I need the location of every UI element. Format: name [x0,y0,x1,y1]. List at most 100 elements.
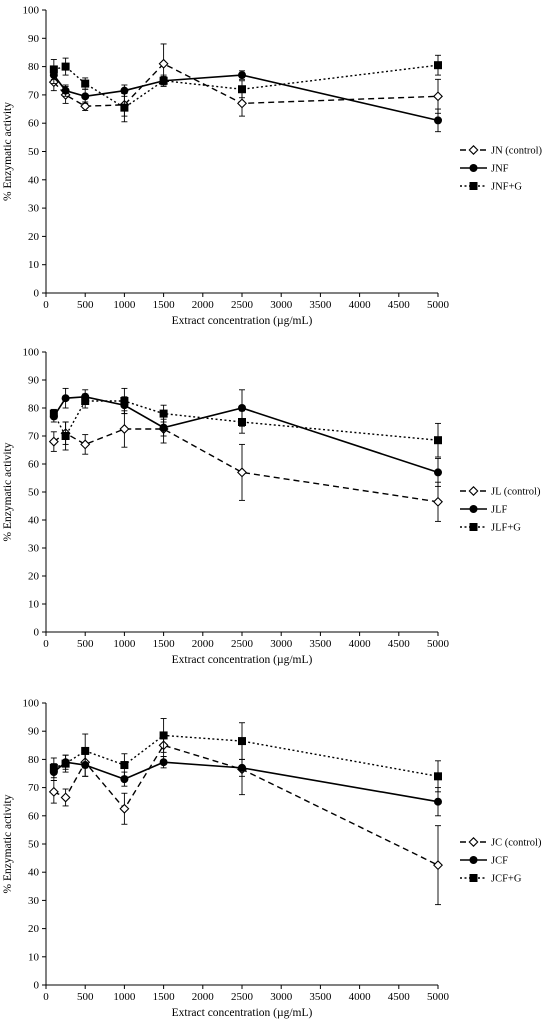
x-tick-label: 1000 [113,638,136,650]
x-tick-label: 3000 [270,299,293,311]
point-marker [119,803,130,814]
point-marker [81,92,90,101]
x-tick-label: 4000 [349,991,372,1003]
point-marker [237,467,247,478]
point-marker [433,860,443,871]
y-tick-label: 60 [28,118,40,130]
point-marker [81,79,90,88]
legend: JN (control) JNF JNF+G [460,145,543,193]
point-marker [434,116,442,125]
point-marker [159,758,168,767]
point-marker [120,103,129,112]
x-tick-label: 5000 [427,299,450,311]
legend-label: JC (control) [491,838,542,849]
y-tick-label: 20 [28,231,40,243]
series-line [53,428,439,503]
x-axis-label: Extract concentration (µg/mL) [172,1007,313,1019]
x-tick-label: 1500 [153,638,176,650]
x-tick-label: 2500 [231,299,254,311]
x-tick-label: 0 [43,991,49,1003]
series-jnf [49,66,442,133]
point-marker [120,397,129,405]
y-tick-label: 100 [23,347,40,359]
y-tick-label: 0 [34,288,40,300]
point-marker [119,424,130,434]
point-marker [434,436,442,445]
point-marker [469,505,478,513]
y-tick-label: 50 [28,146,40,158]
point-marker [120,775,129,784]
y-tick-label: 30 [28,543,40,555]
x-tick-label: 2500 [231,991,254,1003]
x-tick-label: 1500 [153,299,176,311]
series-jn-control [48,43,443,117]
y-tick-label: 20 [28,571,40,583]
x-tick-label: 5000 [427,991,450,1003]
y-tick-label: 40 [28,174,40,186]
y-tick-label: 10 [28,599,40,611]
y-tick-label: 100 [23,698,40,710]
x-tick-label: 4000 [349,638,372,650]
series-jl-control [48,410,443,522]
point-marker [61,432,70,440]
point-marker [433,91,443,102]
y-tick-label: 30 [28,203,40,215]
x-tick-label: 2000 [192,638,215,650]
x-tick-label: 3000 [270,991,293,1003]
point-marker [469,164,478,172]
point-marker [237,98,247,109]
x-tick-label: 1500 [153,991,176,1003]
point-marker [434,797,442,806]
series-jc-control [48,733,443,906]
x-tick-label: 2000 [192,991,215,1003]
y-tick-label: 80 [28,754,40,766]
y-tick-label: 0 [34,627,40,639]
point-marker [61,394,70,403]
legend-label: JN (control) [491,146,543,157]
y-tick-label: 40 [28,515,40,527]
x-tick-label: 2500 [231,638,254,650]
y-axis-label: % Enzymatic activity [2,442,14,541]
series-jlf-g [49,387,442,458]
point-marker [238,763,246,772]
point-marker [468,145,479,155]
y-tick-label: 10 [28,951,40,963]
point-marker [434,772,442,781]
y-axis-label: % Enzymatic activity [2,102,14,201]
y-tick-label: 70 [28,782,40,794]
y-tick-label: 100 [23,5,40,17]
legend-label: JLF [491,505,508,516]
point-marker [469,874,478,882]
legend-label: JLF+G [491,523,521,534]
y-tick-label: 10 [28,259,40,271]
x-tick-label: 1000 [113,299,136,311]
y-tick-label: 40 [28,867,40,879]
x-tick-label: 4000 [349,299,372,311]
x-tick-label: 4500 [388,638,411,650]
point-marker [238,404,246,412]
point-marker [81,397,90,405]
y-tick-label: 70 [28,431,40,443]
x-tick-label: 3500 [309,991,332,1003]
x-tick-label: 0 [43,299,49,311]
legend-label: JCF+G [491,874,522,885]
x-tick-label: 5000 [427,638,450,650]
point-marker [469,856,478,864]
point-marker [469,182,478,190]
y-tick-label: 20 [28,923,40,935]
point-marker [49,409,58,418]
legend: JL (control) JLF JLF+G [460,486,541,534]
x-tick-label: 3000 [270,638,293,650]
point-marker [80,439,91,450]
x-tick-label: 1000 [113,991,136,1003]
series-jcf [49,753,442,817]
point-marker [434,468,442,477]
point-marker [49,65,58,74]
point-marker [159,409,168,418]
point-marker [238,85,246,94]
point-marker [158,58,169,69]
y-tick-label: 60 [28,810,40,822]
series-jnf-g [49,54,442,123]
